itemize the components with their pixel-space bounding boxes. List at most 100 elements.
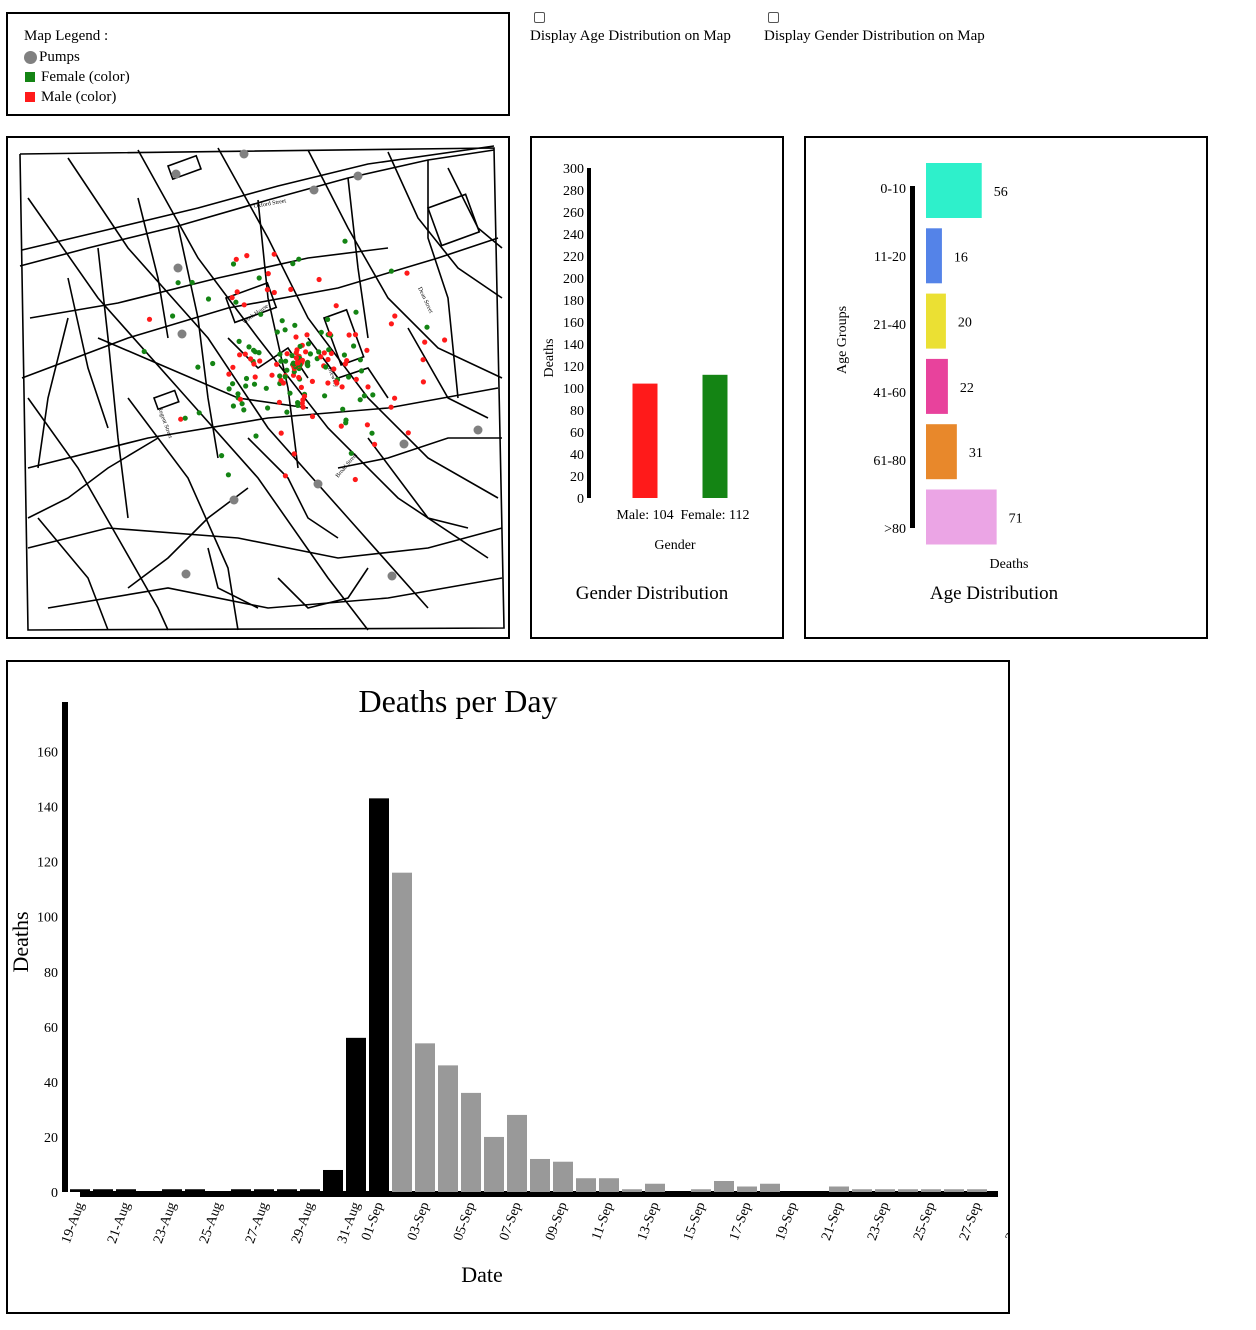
male-death-dot — [295, 360, 301, 366]
female-death-dot — [351, 343, 357, 349]
male-death-dot — [237, 352, 243, 358]
female-death-dot — [233, 299, 239, 305]
map-street — [127, 487, 249, 589]
male-death-dot — [252, 374, 258, 380]
female-death-dot — [297, 343, 303, 349]
female-death-dot — [325, 316, 331, 322]
x-tick-label: 21-Aug — [105, 1200, 134, 1245]
female-death-dot — [251, 381, 258, 387]
female-death-dot — [307, 351, 313, 357]
deaths-per-day-chart: 0 20 40 60 80 100 120 140 160 19-Aug 21-Aug 23-Aug 2… — [8, 683, 1031, 1287]
female-square-icon — [25, 72, 35, 82]
gender-distribution-chart: 0 20 40 60 80 100 120 140 160 180 200 220 240 260 280 3… — [542, 162, 750, 604]
map-street — [407, 327, 489, 419]
x-tick-label: 13-Sep — [635, 1200, 663, 1242]
y-tick-label: 61-80 — [873, 454, 906, 469]
y-tick-label: 20 — [44, 1131, 58, 1146]
male-death-dot — [248, 356, 254, 362]
male-death-dot — [309, 378, 315, 384]
day-bar — [507, 1114, 527, 1192]
male-death-dot — [339, 384, 345, 390]
chart-title: Age Distribution — [930, 583, 1059, 604]
age-bar-value: 22 — [960, 381, 974, 396]
day-bar — [553, 1161, 573, 1192]
gender-distribution-label[interactable]: Display Gender Distribution on Map — [764, 28, 985, 44]
legend-label: Pumps — [39, 49, 80, 65]
map-street — [47, 577, 503, 609]
y-tick-label: 260 — [563, 206, 584, 221]
male-death-dot — [298, 384, 304, 390]
age-bar-value: 20 — [958, 316, 972, 331]
map-building — [166, 154, 203, 181]
x-tick-label: 11-Sep — [589, 1200, 616, 1242]
x-tick-label: 29-Sep — [1003, 1200, 1008, 1242]
female-death-dot — [358, 368, 365, 374]
y-axis-line — [587, 168, 591, 498]
female-death-dot — [318, 329, 324, 335]
male-death-dot — [301, 393, 308, 399]
gender-distribution-toggle[interactable]: Display Gender Distribution on Map — [764, 12, 985, 45]
male-death-dot — [288, 286, 294, 292]
day-bar — [484, 1136, 504, 1192]
chart-title: Gender Distribution — [576, 583, 729, 604]
male-death-dot — [309, 413, 316, 420]
male-death-dot — [178, 416, 184, 422]
pump-icon — [177, 329, 187, 339]
day-bar — [323, 1169, 343, 1192]
map-street — [29, 247, 389, 319]
gender-distribution-checkbox[interactable] — [768, 12, 779, 23]
day-bar — [116, 1189, 136, 1192]
female-death-dot — [348, 450, 354, 456]
y-tick-label: 80 — [570, 404, 584, 419]
map-street-label: Dean Street — [416, 286, 433, 314]
female-death-dot — [282, 327, 288, 333]
female-death-dot — [141, 348, 147, 355]
age-distribution-label[interactable]: Display Age Distribution on Map — [530, 28, 731, 44]
day-bar — [829, 1186, 849, 1192]
pump-icon — [229, 495, 239, 505]
female-death-dot — [284, 409, 290, 415]
female-death-dot — [243, 383, 249, 389]
female-death-dot — [253, 433, 259, 439]
female-death-dot — [289, 352, 295, 359]
pump-icon — [473, 425, 483, 435]
male-death-dot — [338, 423, 344, 429]
y-tick-label: 240 — [563, 228, 584, 243]
map-street — [177, 225, 219, 459]
age-bar-value: 71 — [1009, 512, 1023, 527]
map-street — [217, 147, 499, 499]
male-death-dot — [388, 321, 394, 327]
female-death-dot — [292, 322, 298, 328]
x-tick-label: 27-Sep — [957, 1200, 985, 1242]
age-distribution-toggle[interactable]: Display Age Distribution on Map — [530, 12, 731, 45]
y-tick-label: 11-20 — [874, 250, 906, 265]
male-death-dot — [331, 366, 337, 372]
y-tick-label: 40 — [570, 448, 584, 463]
y-tick-label: >80 — [884, 522, 906, 537]
age-bar — [926, 489, 997, 545]
age-distribution-checkbox[interactable] — [534, 12, 545, 23]
female-death-dot — [182, 415, 188, 421]
map-street — [207, 547, 259, 609]
map-street — [37, 517, 109, 631]
female-death-dot — [341, 352, 347, 358]
day-bar — [921, 1189, 941, 1192]
map-street — [67, 277, 109, 429]
male-death-dot — [299, 400, 305, 406]
female-death-dot — [295, 400, 301, 406]
male-death-dot — [284, 351, 290, 357]
female-death-dot — [357, 357, 363, 363]
female-death-dot — [256, 275, 262, 281]
female-death-dot — [243, 375, 250, 382]
x-tick-label: 09-Sep — [543, 1200, 571, 1242]
x-tick-label: 23-Sep — [865, 1200, 893, 1242]
female-death-dot — [196, 410, 202, 416]
female-death-dot — [239, 401, 245, 407]
age-bar-value: 56 — [994, 185, 1008, 200]
female-death-dot — [370, 392, 376, 398]
y-axis-title: Deaths — [542, 339, 557, 378]
x-tick-label: 27-Aug — [243, 1200, 272, 1245]
deaths-per-day-panel: 0 20 40 60 80 100 120 140 160 19-Aug 21-Aug 23-Aug 2… — [6, 660, 1031, 1314]
male-death-dot — [251, 361, 257, 367]
